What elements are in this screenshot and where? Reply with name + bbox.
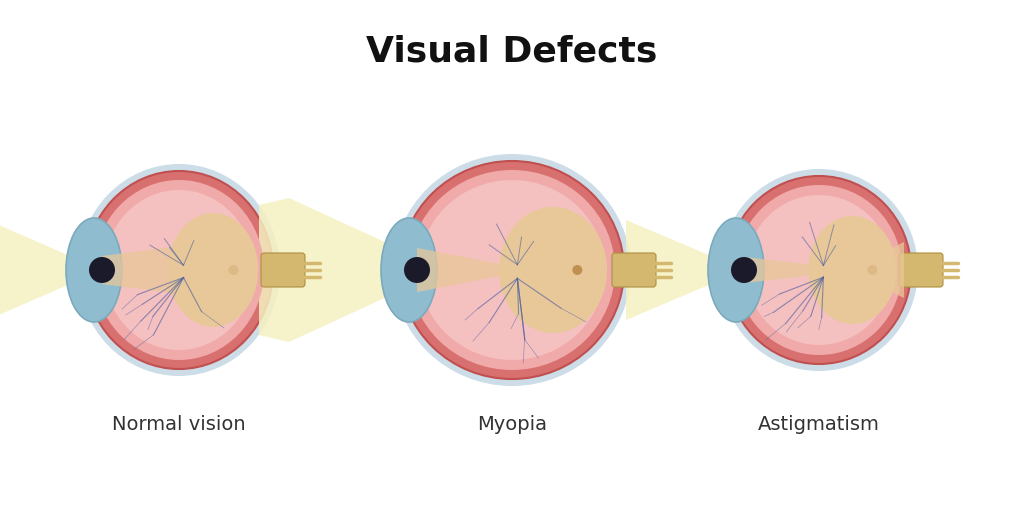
Polygon shape (417, 248, 532, 292)
Ellipse shape (746, 195, 892, 345)
Ellipse shape (66, 218, 122, 322)
Polygon shape (0, 212, 102, 328)
Ellipse shape (78, 164, 280, 376)
Ellipse shape (419, 180, 605, 360)
Ellipse shape (808, 216, 896, 324)
Polygon shape (102, 240, 242, 300)
Circle shape (89, 257, 115, 283)
Ellipse shape (400, 161, 624, 379)
Ellipse shape (381, 218, 437, 322)
Polygon shape (744, 242, 904, 298)
Ellipse shape (720, 169, 918, 371)
Polygon shape (259, 198, 417, 342)
Circle shape (867, 265, 878, 275)
FancyBboxPatch shape (261, 253, 305, 287)
Ellipse shape (727, 176, 911, 364)
Ellipse shape (168, 213, 258, 327)
Text: Astigmatism: Astigmatism (758, 415, 880, 434)
Circle shape (228, 265, 239, 275)
Circle shape (572, 265, 583, 275)
Ellipse shape (104, 190, 254, 350)
Text: Normal vision: Normal vision (113, 415, 246, 434)
Polygon shape (626, 220, 744, 320)
Ellipse shape (94, 180, 264, 360)
Circle shape (731, 257, 757, 283)
FancyBboxPatch shape (612, 253, 656, 287)
Ellipse shape (409, 170, 615, 370)
Ellipse shape (85, 171, 273, 369)
Text: Myopia: Myopia (477, 415, 547, 434)
FancyBboxPatch shape (899, 253, 943, 287)
Ellipse shape (736, 185, 902, 355)
Ellipse shape (708, 218, 764, 322)
Ellipse shape (499, 207, 607, 333)
Circle shape (404, 257, 430, 283)
Text: Visual Defects: Visual Defects (367, 35, 657, 69)
Ellipse shape (393, 154, 631, 386)
